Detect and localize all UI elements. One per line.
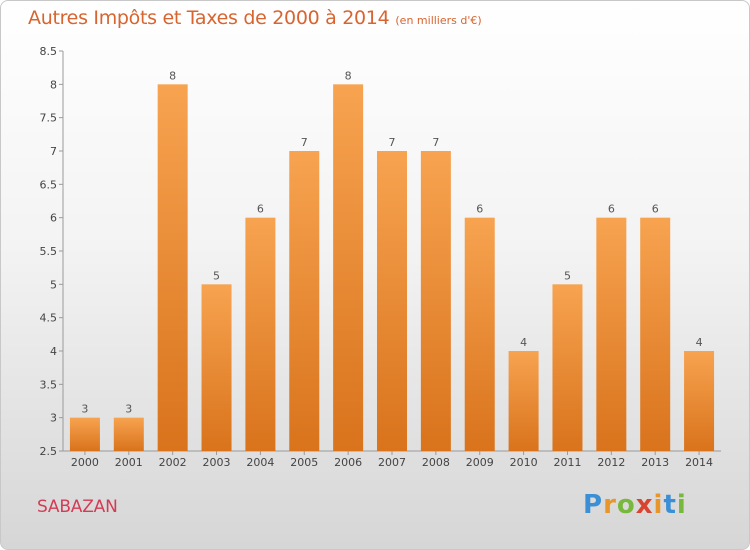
bar-value-label: 8: [345, 69, 352, 82]
bar: [113, 417, 144, 451]
bar-value-label: 7: [389, 136, 396, 149]
x-tick-label: 2009: [466, 456, 494, 469]
bar: [157, 84, 188, 451]
y-tick-label: 5.5: [40, 245, 58, 258]
bar: [464, 217, 495, 451]
bar-value-label: 6: [257, 203, 264, 216]
bar-value-label: 7: [301, 136, 308, 149]
x-tick-label: 2014: [685, 456, 713, 469]
x-tick-label: 2005: [290, 456, 318, 469]
x-tick-label: 2003: [203, 456, 231, 469]
y-tick-label: 7: [50, 145, 57, 158]
x-tick-label: 2000: [71, 456, 99, 469]
y-tick-label: 3.5: [40, 378, 58, 391]
x-tick-label: 2011: [553, 456, 581, 469]
x-tick-label: 2002: [159, 456, 187, 469]
y-tick-label: 8: [50, 78, 57, 91]
bar: [245, 217, 276, 451]
bar: [333, 84, 364, 451]
y-tick-label: 3: [50, 412, 57, 425]
bar: [377, 151, 407, 451]
bar: [420, 151, 451, 451]
proxiti-logo: Proxiti: [583, 490, 687, 520]
bar-value-label: 7: [432, 136, 439, 149]
x-tick-label: 2006: [334, 456, 362, 469]
bar: [684, 351, 715, 451]
bar: [508, 351, 539, 451]
bar: [289, 151, 320, 451]
y-tick-label: 4.5: [40, 312, 58, 325]
bar-value-label: 5: [564, 269, 571, 282]
bar: [640, 217, 671, 451]
y-tick-label: 6.5: [40, 178, 58, 191]
chart-title: Autres Impôts et Taxes de 2000 à 2014 (en…: [28, 7, 482, 29]
bar: [69, 417, 100, 451]
x-tick-label: 2007: [378, 456, 406, 469]
bar-value-label: 4: [696, 336, 703, 349]
bar-value-label: 6: [608, 203, 615, 216]
commune-name: SABAZAN: [37, 497, 118, 517]
bar-value-label: 5: [213, 269, 220, 282]
x-tick-label: 2001: [115, 456, 143, 469]
y-tick-label: 7.5: [40, 112, 58, 125]
x-tick-label: 2012: [597, 456, 625, 469]
x-tick-label: 2010: [510, 456, 538, 469]
x-tick-label: 2013: [641, 456, 669, 469]
y-tick-label: 8.5: [40, 45, 58, 58]
bar: [596, 217, 627, 451]
chart-subtitle: (en milliers d'€): [395, 14, 482, 27]
y-tick-label: 5: [50, 278, 57, 291]
bar-value-label: 3: [81, 403, 88, 416]
bar-value-label: 3: [125, 403, 132, 416]
y-tick-label: 6: [50, 212, 57, 225]
bar-value-label: 6: [652, 203, 659, 216]
bar: [201, 284, 232, 451]
bar: [552, 284, 583, 451]
y-tick-label: 4: [50, 345, 57, 358]
y-tick-label: 2.5: [40, 445, 58, 458]
x-tick-label: 2008: [422, 456, 450, 469]
bar-value-label: 8: [169, 69, 176, 82]
chart-title-text: Autres Impôts et Taxes de 2000 à 2014: [28, 7, 390, 29]
bar-value-label: 6: [476, 203, 483, 216]
x-tick-label: 2004: [246, 456, 274, 469]
bar-value-label: 4: [520, 336, 527, 349]
